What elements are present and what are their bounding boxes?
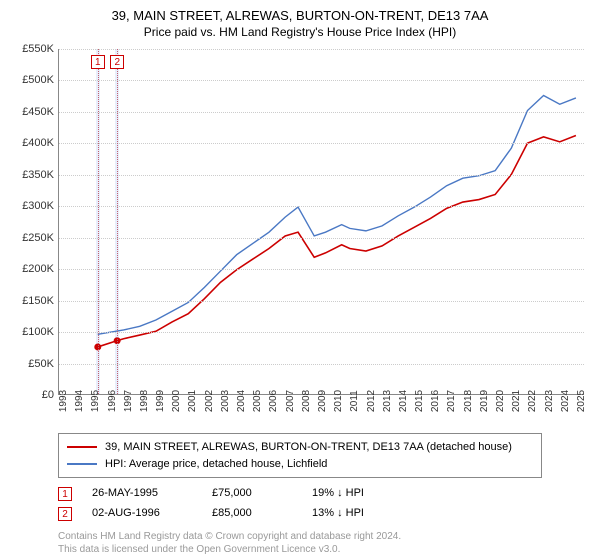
gridline [59,49,584,50]
x-tick-label: 1994 [74,390,85,412]
series-line-property [98,136,576,347]
sale-price: £75,000 [212,484,292,504]
x-tick-label: 2019 [479,390,490,412]
sale-marker-badge: 1 [91,55,105,69]
legend-swatch [67,463,97,465]
x-tick-label: 2002 [204,390,215,412]
footer-line: This data is licensed under the Open Gov… [58,543,588,556]
chart-container: 39, MAIN STREET, ALREWAS, BURTON-ON-TREN… [0,0,600,560]
y-tick-label: £0 [42,389,54,401]
footer-line: Contains HM Land Registry data © Crown c… [58,530,588,543]
y-tick-label: £200K [22,263,54,275]
legend-item: 39, MAIN STREET, ALREWAS, BURTON-ON-TREN… [67,439,533,456]
legend-item: HPI: Average price, detached house, Lich… [67,456,533,473]
legend-swatch [67,446,97,448]
gridline [59,269,584,270]
chart-title: 39, MAIN STREET, ALREWAS, BURTON-ON-TREN… [12,8,588,23]
gridline [59,364,584,365]
x-tick-label: 2000 [171,390,182,412]
x-tick-label: 1995 [90,390,101,412]
x-tick-label: 2005 [252,390,263,412]
gridline [59,112,584,113]
sale-date: 02-AUG-1996 [92,504,192,524]
x-tick-label: 2010 [333,390,344,412]
plot-region: 12 [58,49,584,395]
y-axis-labels: £0 £50K £100K £150K £200K £250K £300K £350K £400… [12,45,56,425]
x-tick-label: 1998 [139,390,150,412]
y-tick-label: £50K [28,358,54,370]
x-tick-label: 2023 [544,390,555,412]
x-tick-label: 2025 [576,390,587,412]
y-tick-label: £100K [22,326,54,338]
x-tick-label: 2018 [463,390,474,412]
x-tick-label: 2013 [382,390,393,412]
legend-label: 39, MAIN STREET, ALREWAS, BURTON-ON-TREN… [105,439,512,456]
x-tick-label: 2008 [301,390,312,412]
x-tick-label: 2022 [527,390,538,412]
sale-row-badge: 2 [58,507,72,521]
gridline [59,332,584,333]
x-tick-label: 2004 [236,390,247,412]
sale-date: 26-MAY-1995 [92,484,192,504]
sale-hpi-diff: 19% ↓ HPI [312,484,402,504]
sale-price: £85,000 [212,504,292,524]
series-line-hpi [98,95,576,334]
x-tick-label: 2012 [366,390,377,412]
legend-label: HPI: Average price, detached house, Lich… [105,456,327,473]
gridline [59,175,584,176]
gridline [59,238,584,239]
gridline [59,301,584,302]
y-tick-label: £350K [22,169,54,181]
y-tick-label: £450K [22,106,54,118]
x-tick-label: 2016 [430,390,441,412]
chart-svg [59,49,584,394]
gridline [59,206,584,207]
x-tick-label: 1996 [107,390,118,412]
sale-row-badge: 1 [58,487,72,501]
title-block: 39, MAIN STREET, ALREWAS, BURTON-ON-TREN… [12,8,588,39]
x-tick-label: 2003 [220,390,231,412]
gridline [59,143,584,144]
x-tick-label: 2001 [187,390,198,412]
x-tick-label: 2011 [349,390,360,412]
x-axis-labels: 1993199419951996199719981999200020012002… [58,397,588,425]
x-tick-label: 2015 [414,390,425,412]
sale-row: 1 26-MAY-1995 £75,000 19% ↓ HPI [58,484,588,504]
x-tick-label: 2006 [268,390,279,412]
y-tick-label: £300K [22,200,54,212]
y-tick-label: £150K [22,295,54,307]
attribution-footer: Contains HM Land Registry data © Crown c… [58,530,588,556]
x-tick-label: 2014 [398,390,409,412]
x-tick-label: 1999 [155,390,166,412]
y-tick-label: £500K [22,74,54,86]
sale-marker-badge: 2 [110,55,124,69]
sales-table: 1 26-MAY-1995 £75,000 19% ↓ HPI 2 02-AUG-1996… [58,484,588,524]
y-tick-label: £250K [22,232,54,244]
x-tick-label: 2017 [446,390,457,412]
x-tick-label: 2007 [285,390,296,412]
x-tick-label: 2024 [560,390,571,412]
x-tick-label: 1993 [58,390,69,412]
x-tick-label: 2009 [317,390,328,412]
chart-subtitle: Price paid vs. HM Land Registry's House … [12,25,588,39]
y-tick-label: £550K [22,43,54,55]
gridline [59,80,584,81]
y-tick-label: £400K [22,137,54,149]
legend-box: 39, MAIN STREET, ALREWAS, BURTON-ON-TREN… [58,433,542,478]
sale-row: 2 02-AUG-1996 £85,000 13% ↓ HPI [58,504,588,524]
sale-marker-line [98,49,99,394]
x-tick-label: 2021 [511,390,522,412]
x-tick-label: 1997 [123,390,134,412]
chart-area: £0 £50K £100K £150K £200K £250K £300K £350K £400… [12,45,588,425]
sale-hpi-diff: 13% ↓ HPI [312,504,402,524]
sale-marker-line [117,49,118,394]
x-tick-label: 2020 [495,390,506,412]
